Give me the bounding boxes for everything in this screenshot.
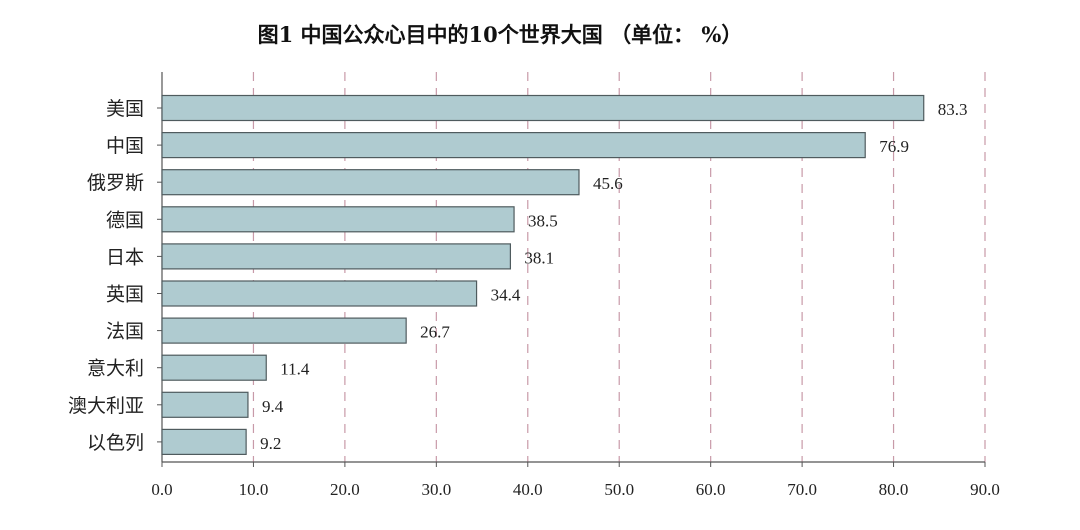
x-tick-label: 30.0 [421,480,451,499]
category-label: 德国 [106,209,144,231]
x-tick-label: 10.0 [239,480,269,499]
x-tick-label: 50.0 [604,480,634,499]
x-tick-label: 60.0 [696,480,726,499]
x-tick-label: 20.0 [330,480,360,499]
x-tick-label: 70.0 [787,480,817,499]
bar [161,428,247,455]
bar [161,169,580,196]
category-label: 英国 [106,284,144,306]
bar [161,94,925,122]
value-label: 9.2 [260,434,281,453]
category-label: 日本 [106,246,144,268]
value-label: 9.4 [262,397,284,416]
labels: 0.0 10.0 20.0 30.0 40.0 50.0 60.0 70.0 80.0 90.0 美… [68,98,1000,499]
value-label: 11.4 [280,360,310,379]
bar [161,317,407,344]
value-label: 38.1 [524,248,554,267]
value-label: 26.7 [420,323,450,342]
value-label: 34.4 [491,286,521,305]
category-label: 澳大利亚 [68,395,144,417]
x-tick-label: 0.0 [151,480,172,499]
category-label: 以色列 [87,432,144,454]
category-label: 中国 [106,135,144,157]
bar [161,391,249,418]
bar [161,354,267,381]
x-tick-label: 80.0 [879,480,909,499]
value-label: 83.3 [938,100,968,119]
x-tick-label: 40.0 [513,480,543,499]
bar [161,280,478,307]
value-label: 45.6 [593,174,623,193]
category-label: 意大利 [87,358,144,380]
value-label: 38.5 [528,211,558,230]
bar [161,206,515,233]
category-label: 美国 [106,98,144,120]
value-label: 76.9 [879,137,909,156]
bar [161,243,512,270]
bar [161,132,866,159]
category-label: 俄罗斯 [87,172,144,194]
category-label: 法国 [106,321,144,343]
bars [161,94,925,455]
x-tick-label: 90.0 [970,480,1000,499]
chart-title: 图1 中国公众心目中的10个世界大国 （单位： %） [258,22,743,47]
